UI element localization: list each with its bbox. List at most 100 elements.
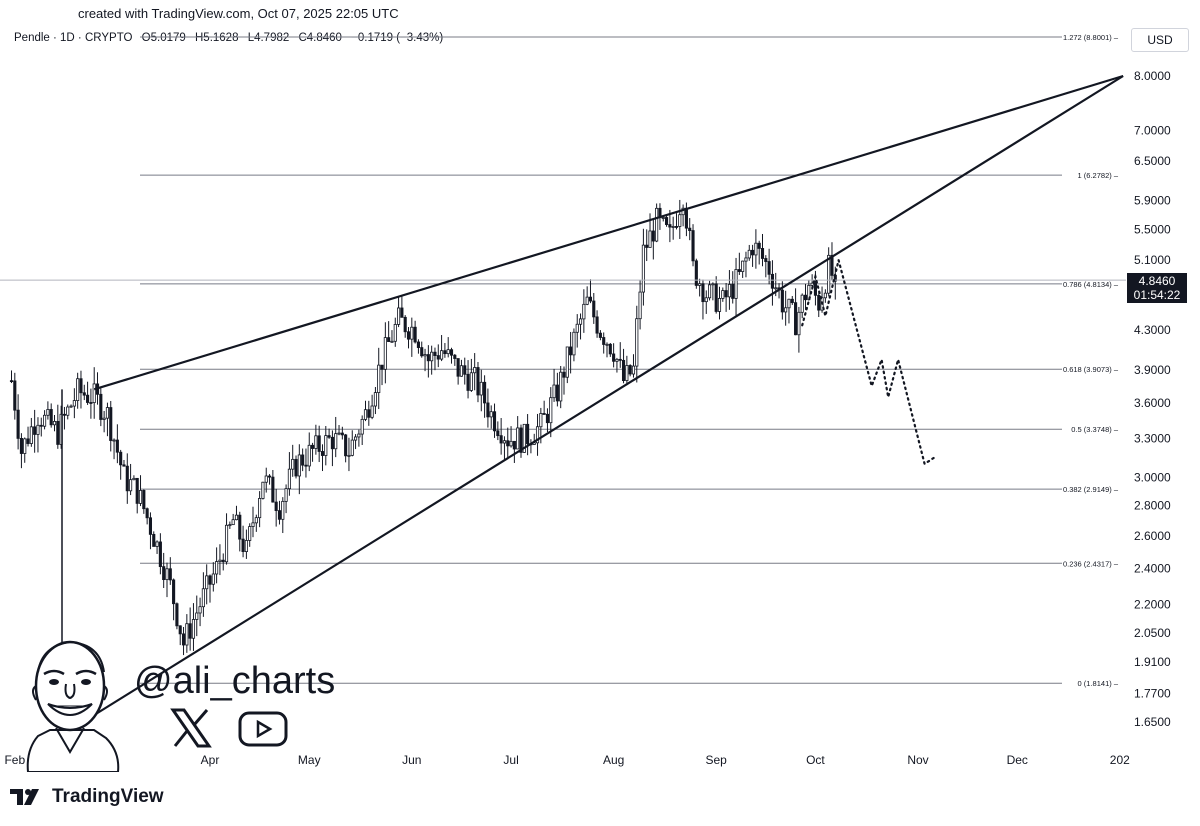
youtube-icon[interactable]: [238, 711, 288, 747]
candle-body: [195, 612, 199, 620]
bar-countdown: 01:54:22: [1133, 288, 1181, 302]
candle-body: [43, 414, 47, 427]
fib-level-label: 0.618 (3.9073) –: [1063, 365, 1119, 374]
candle-body: [191, 619, 196, 639]
candle-body: [585, 296, 589, 305]
candle-body: [479, 381, 483, 396]
y-tick-label: 6.5000: [1134, 154, 1171, 168]
candle-body: [49, 409, 53, 426]
candle-body: [512, 440, 516, 450]
candle-body: [125, 465, 129, 492]
x-logo-icon[interactable]: [170, 708, 212, 748]
candle-body: [519, 427, 523, 453]
candle-body: [304, 464, 308, 467]
candle-body: [274, 501, 278, 512]
symbol-label[interactable]: Pendle · 1D · CRYPTO: [14, 32, 133, 44]
candle-body: [757, 242, 761, 249]
x-tick-label: Jul: [503, 753, 518, 767]
candle-body: [135, 477, 139, 504]
candle-body: [340, 432, 344, 436]
candle-body: [324, 435, 328, 456]
candle-body: [449, 349, 454, 356]
candle-body: [688, 227, 692, 231]
candle-body: [238, 514, 242, 540]
candle-body: [572, 331, 576, 356]
candle-body: [357, 433, 361, 438]
candle-body: [582, 303, 586, 320]
candle-body: [787, 298, 791, 309]
candle-body: [224, 524, 229, 563]
candle-body: [618, 358, 622, 361]
y-tick-label: 3.3000: [1134, 431, 1171, 445]
y-tick-label: 2.6000: [1134, 529, 1171, 543]
candle-body: [648, 230, 652, 248]
candle-body: [370, 405, 374, 418]
candle-body: [598, 332, 602, 338]
projection-path: [837, 259, 936, 466]
candle-body: [827, 254, 831, 294]
candle-body: [741, 260, 745, 272]
candle-body: [397, 307, 401, 325]
candle-body: [205, 575, 209, 590]
candle-body: [578, 318, 583, 325]
candle-body: [337, 432, 341, 435]
wedge-upper-trendline: [93, 74, 1124, 391]
y-tick-label: 3.0000: [1134, 470, 1171, 484]
candle-body: [674, 226, 679, 228]
candle-body: [549, 397, 553, 424]
candle-body: [294, 458, 298, 477]
candle-body: [767, 261, 771, 275]
candle-body: [612, 353, 616, 362]
tradingview-logo[interactable]: TradingView: [10, 786, 164, 808]
candle-body: [301, 454, 305, 466]
x-tick-label: Apr: [201, 753, 220, 767]
candle-body: [621, 359, 626, 381]
candle-body: [717, 298, 722, 312]
candle-body: [142, 490, 146, 510]
candle-body: [390, 340, 394, 343]
candle-body: [535, 426, 540, 444]
candle-body: [552, 384, 556, 399]
candle-body: [119, 451, 123, 466]
fib-level-label: 0.786 (4.8134) –: [1063, 280, 1119, 289]
y-tick-label: 1.6500: [1134, 715, 1171, 729]
candle-body: [668, 224, 672, 228]
candle-body: [393, 324, 397, 342]
candle-body: [178, 625, 182, 635]
candle-body: [221, 559, 225, 563]
candle-body: [516, 427, 520, 450]
candle-body: [152, 533, 156, 547]
candle-body: [810, 282, 814, 286]
candle-body: [608, 343, 612, 355]
y-tick-label: 1.9100: [1134, 655, 1171, 669]
last-price-tag: 4.8460 01:54:22: [1127, 273, 1187, 303]
candle-body: [443, 350, 447, 355]
candle-body: [122, 464, 126, 467]
currency-button[interactable]: USD: [1131, 28, 1189, 52]
candle-body: [72, 400, 76, 407]
x-tick-label: 202: [1110, 753, 1130, 767]
candle-body: [29, 426, 33, 444]
y-tick-label: 8.0000: [1134, 69, 1171, 83]
candle-body: [463, 365, 467, 375]
candle-body: [830, 254, 834, 276]
candle-body: [413, 326, 417, 343]
candle-body: [823, 292, 827, 299]
candle-body: [291, 458, 295, 470]
candle-body: [248, 526, 252, 541]
candle-body: [499, 435, 503, 444]
candle-body: [158, 541, 162, 568]
candle-body: [211, 573, 215, 585]
candle-body: [16, 409, 20, 439]
open-value: O5.0179: [141, 32, 186, 44]
candle-body: [354, 436, 358, 441]
candle-body: [509, 440, 513, 447]
candle-body: [671, 226, 675, 228]
candle-body: [701, 283, 705, 303]
candle-body: [52, 421, 57, 426]
candle-body: [208, 575, 212, 585]
candle-body: [420, 347, 424, 357]
candle-body: [731, 284, 735, 299]
x-tick-label: Feb: [4, 753, 25, 767]
